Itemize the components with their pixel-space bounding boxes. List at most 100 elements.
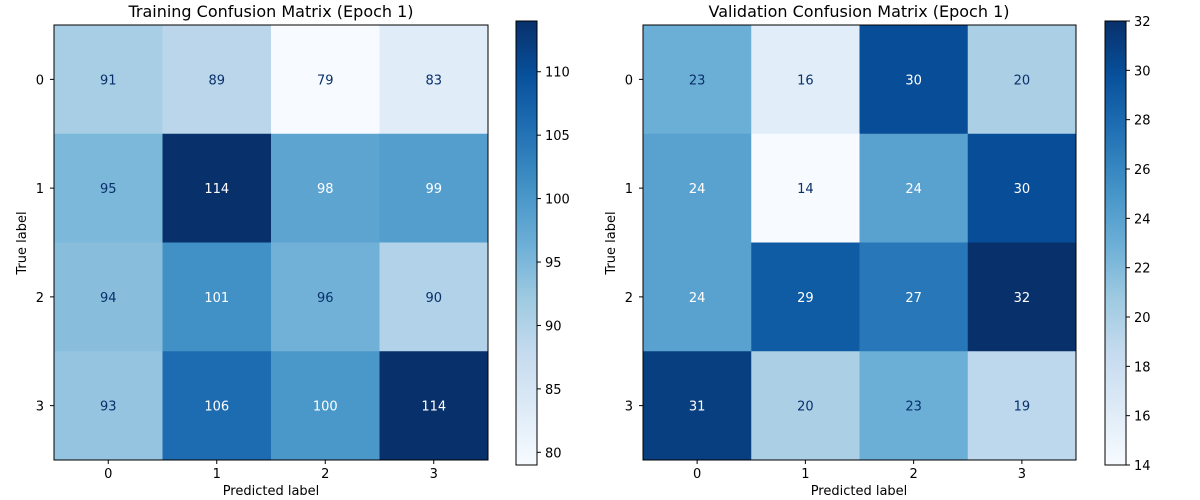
colorbar-tick-label: 26 — [1134, 163, 1151, 178]
colorbar-tick-label: 85 — [545, 383, 562, 398]
cell-value-label: 20 — [797, 400, 814, 415]
heatmap-cell — [751, 25, 860, 135]
colorbar — [1104, 20, 1127, 466]
x-axis-label: Predicted label — [223, 484, 320, 499]
colorbar-ticks: 80 85 90 95 100 105 110 — [537, 66, 570, 461]
y-tick-label: 0 — [625, 73, 633, 88]
heatmap-cell — [751, 242, 860, 352]
y-tick-label: 3 — [36, 400, 44, 415]
y-tick-label: 1 — [36, 182, 44, 197]
cell-value-label: 94 — [100, 291, 117, 306]
colorbar-tick-label: 22 — [1134, 262, 1151, 277]
x-ticks: 0 1 2 3 — [104, 460, 438, 482]
heatmap-cell — [967, 25, 1077, 135]
cell-value-label: 24 — [689, 182, 706, 197]
y-tick-label: 3 — [625, 400, 633, 415]
cell-value-label: 90 — [425, 291, 442, 306]
colorbar-tick-label: 95 — [545, 256, 562, 271]
cell-value-label: 91 — [100, 73, 117, 88]
cell-value-label: 114 — [421, 400, 446, 415]
heatmap-cell — [54, 242, 163, 352]
heatmap-cell — [54, 351, 163, 461]
cell-value-label: 93 — [100, 400, 117, 415]
x-tick-label: 0 — [693, 467, 701, 482]
cell-value-label: 89 — [208, 73, 225, 88]
cell-value-label: 30 — [1014, 182, 1031, 197]
colorbar-tick-label: 28 — [1134, 114, 1151, 129]
heatmap-cell — [643, 25, 752, 135]
heatmap-cell — [271, 25, 380, 135]
x-tick-label: 2 — [909, 467, 917, 482]
cell-value-label: 79 — [317, 73, 334, 88]
heatmap-cell — [751, 351, 860, 461]
cell-value-label: 114 — [204, 182, 229, 197]
cell-value-label: 24 — [905, 182, 922, 197]
cell-value-label: 98 — [317, 182, 334, 197]
heatmap-cell — [379, 351, 489, 461]
colorbar-tick-label: 105 — [545, 129, 570, 144]
y-axis-label: True label — [604, 211, 619, 275]
cell-value-label: 24 — [689, 291, 706, 306]
cell-value-label: 16 — [797, 73, 814, 88]
x-tick-label: 2 — [321, 467, 329, 482]
cell-value-label: 23 — [905, 400, 922, 415]
cell-value-label: 20 — [1014, 73, 1031, 88]
plot-frame — [642, 24, 1077, 461]
training-confusion-matrix: Training Confusion Matrix (Epoch 1) 91 89… — [15, 2, 570, 499]
x-tick-label: 1 — [213, 467, 221, 482]
colorbar-tick-label: 32 — [1134, 15, 1151, 30]
colorbar-tick-label: 24 — [1134, 212, 1151, 227]
y-tick-label: 0 — [36, 73, 44, 88]
cell-value-label: 101 — [204, 291, 229, 306]
cell-value-label: 96 — [317, 291, 334, 306]
heatmap-cell — [859, 351, 969, 461]
heatmap-cell — [271, 351, 380, 461]
cell-value-label: 95 — [100, 182, 117, 197]
heatmap-cell — [54, 25, 163, 135]
cell-value-label: 99 — [425, 182, 442, 197]
heatmap-cell — [271, 242, 380, 352]
colorbar-tick-label: 20 — [1134, 311, 1151, 326]
heatmap-cell — [751, 133, 860, 243]
colorbar-ticks: 14 16 18 20 22 24 26 28 30 32 — [1126, 15, 1151, 474]
cell-value-label: 19 — [1014, 400, 1031, 415]
heatmap-cell — [967, 242, 1077, 352]
x-tick-label: 1 — [801, 467, 809, 482]
colorbar — [515, 20, 538, 466]
y-ticks: 0 1 2 3 — [625, 73, 643, 415]
heatmap-cell — [967, 133, 1077, 243]
heatmap-cell — [379, 242, 489, 352]
x-ticks: 0 1 2 3 — [693, 460, 1026, 482]
heatmap-cell — [162, 242, 272, 352]
x-tick-label: 0 — [104, 467, 112, 482]
y-ticks: 0 1 2 3 — [36, 73, 54, 415]
cell-value-label: 23 — [689, 73, 706, 88]
heatmap-cell — [859, 242, 969, 352]
colorbar-tick-label: 110 — [545, 66, 570, 81]
heatmap-cell — [379, 133, 489, 243]
colorbar-tick-label: 16 — [1134, 410, 1151, 425]
colorbar-tick-label: 18 — [1134, 360, 1151, 375]
heatmap-cell — [643, 242, 752, 352]
cell-value-label: 27 — [905, 291, 922, 306]
colorbar-tick-label: 30 — [1134, 64, 1151, 79]
validation-confusion-matrix: Validation Confusion Matrix (Epoch 1) 23… — [604, 2, 1151, 499]
cell-value-label: 30 — [905, 73, 922, 88]
colorbar-tick-label: 100 — [545, 193, 570, 208]
cell-value-label: 14 — [797, 182, 814, 197]
heatmap-cell — [643, 133, 752, 243]
cell-value-label: 31 — [689, 400, 706, 415]
heatmap-cell — [379, 25, 489, 135]
heatmap-cells: 23 16 30 20 24 14 24 30 24 29 27 32 31 20 23 19 — [643, 25, 1077, 461]
plot-frame — [53, 24, 489, 461]
heatmap-cell — [54, 133, 163, 243]
heatmap-cell — [643, 351, 752, 461]
colorbar-tick-label: 80 — [545, 446, 562, 461]
cell-value-label: 100 — [313, 400, 338, 415]
colorbar-tick-label: 90 — [545, 319, 562, 334]
x-axis-label: Predicted label — [811, 484, 908, 499]
colorbar-tick-label: 14 — [1134, 459, 1151, 474]
y-tick-label: 2 — [36, 291, 44, 306]
heatmap-cell — [162, 133, 272, 243]
heatmap-cell — [271, 133, 380, 243]
